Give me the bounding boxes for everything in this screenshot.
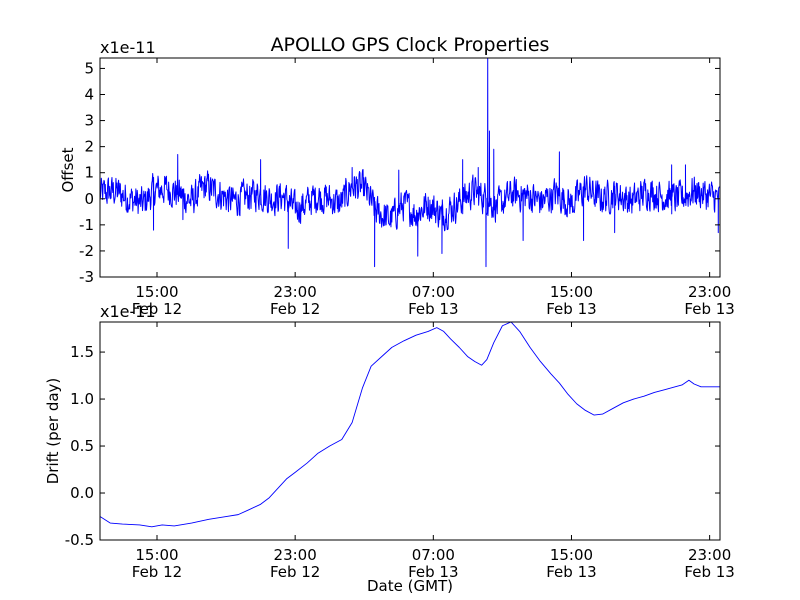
- drift-y-tick-label: -0.5: [65, 531, 94, 549]
- offset-x-tick-time: 23:00: [688, 283, 731, 301]
- offset-x-tick-time: 07:00: [412, 283, 455, 301]
- offset-series-line: [100, 58, 720, 268]
- drift-y-axis-label: Drift (per day): [44, 378, 62, 485]
- offset-x-tick-time: 15:00: [550, 283, 593, 301]
- drift-y-tick-label: 0.5: [70, 437, 94, 455]
- drift-panel: x1e-11 Drift (per day) -0.50.00.51.01.5 …: [44, 302, 735, 595]
- offset-y-tick-label: 0: [84, 190, 94, 208]
- drift-y-tick-label: 0.0: [70, 484, 94, 502]
- drift-y-tick-label: 1.0: [70, 390, 94, 408]
- drift-x-tick-time: 15:00: [135, 546, 178, 564]
- offset-x-tick-date: Feb 13: [546, 300, 596, 318]
- drift-x-tick-time: 15:00: [550, 546, 593, 564]
- offset-y-tick-label: -1: [79, 216, 94, 234]
- drift-x-tick-date: Feb 12: [132, 563, 182, 581]
- offset-y-tick-label: 4: [84, 86, 94, 104]
- drift-scale-label: x1e-11: [100, 302, 156, 321]
- offset-y-tick-label: 3: [84, 112, 94, 130]
- offset-x-tick-time: 15:00: [135, 283, 178, 301]
- offset-x-tick-date: Feb 12: [132, 300, 182, 318]
- drift-x-tick-time: 07:00: [412, 546, 455, 564]
- chart-title: APOLLO GPS Clock Properties: [271, 34, 550, 56]
- offset-y-tick-label: -2: [79, 242, 94, 260]
- offset-x-tick-date: Feb 13: [684, 300, 734, 318]
- drift-x-tick-date: Feb 12: [270, 563, 320, 581]
- offset-y-axis-label: Offset: [59, 147, 77, 192]
- offset-plot-frame: [99, 57, 721, 278]
- drift-series-line: [100, 322, 720, 528]
- drift-x-tick-time: 23:00: [274, 546, 317, 564]
- offset-y-tick-label: -3: [79, 268, 94, 286]
- offset-y-tick-label: 5: [84, 59, 94, 77]
- offset-y-tick-label: 1: [84, 164, 94, 182]
- offset-x-tick-time: 23:00: [274, 283, 317, 301]
- offset-x-tick-date: Feb 13: [408, 300, 458, 318]
- offset-y-tick-label: 2: [84, 138, 94, 156]
- offset-scale-label: x1e-11: [100, 38, 156, 57]
- drift-y-tick-label: 1.5: [70, 343, 94, 361]
- drift-x-tick-date: Feb 13: [684, 563, 734, 581]
- drift-x-tick-date: Feb 13: [546, 563, 596, 581]
- drift-x-tick-date: Feb 13: [408, 563, 458, 581]
- x-axis-label: Date (GMT): [367, 577, 453, 595]
- drift-plot-frame: [99, 321, 721, 541]
- drift-x-tick-time: 23:00: [688, 546, 731, 564]
- offset-x-tick-date: Feb 12: [270, 300, 320, 318]
